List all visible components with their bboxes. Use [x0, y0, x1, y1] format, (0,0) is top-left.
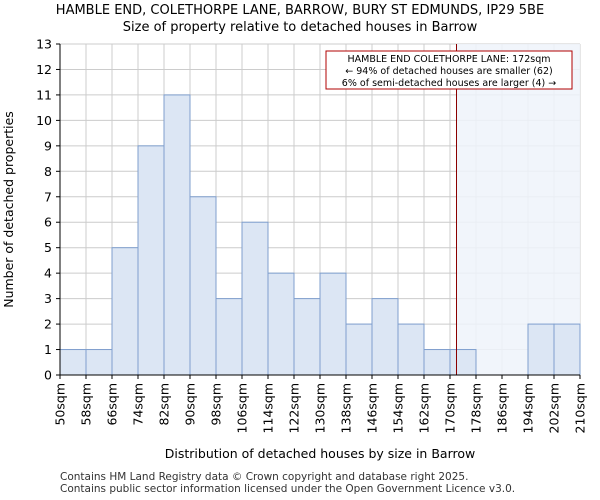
histogram-bar-66sqm	[111, 247, 139, 376]
annotation-line-3: 6% of semi-detached houses are larger (4…	[342, 78, 556, 89]
y-tick-label: 13	[36, 37, 52, 52]
x-tick-label: 138sqm	[339, 383, 354, 433]
histogram-bar-170sqm	[449, 349, 477, 376]
histogram-bar-146sqm	[371, 298, 399, 376]
larger-houses-region	[456, 44, 580, 375]
y-tick-label: 11	[36, 87, 52, 102]
histogram-bar-74sqm	[137, 145, 165, 376]
x-tick-label: 170sqm	[443, 383, 458, 433]
histogram-bar-130sqm	[319, 272, 347, 376]
y-axis-label: Number of detached properties	[1, 111, 16, 308]
annotation-line-1: HAMBLE END COLETHORPE LANE: 172sqm	[347, 54, 550, 65]
histogram-bar-58sqm	[85, 349, 113, 376]
x-tick-label: 202sqm	[547, 383, 562, 433]
x-tick-label: 130sqm	[313, 383, 328, 433]
x-tick-label: 82sqm	[157, 383, 172, 426]
annotation-border	[325, 50, 573, 90]
x-tick-label: 90sqm	[183, 383, 198, 426]
histogram-bar-90sqm	[189, 196, 217, 376]
y-tick-label: 4	[44, 266, 52, 281]
annotation-line-2: ← 94% of detached houses are smaller (62…	[345, 66, 552, 77]
histogram-bar-122sqm	[293, 298, 321, 376]
chart-subtitle: Size of property relative to detached ho…	[122, 20, 478, 35]
histogram-bar-106sqm	[241, 221, 269, 376]
x-tick-label: 210sqm	[573, 383, 588, 433]
x-tick-label: 50sqm	[53, 383, 68, 426]
histogram-bar-50sqm	[59, 349, 87, 376]
y-tick-label: 10	[36, 113, 52, 128]
x-axis-label: Distribution of detached houses by size …	[165, 446, 475, 461]
y-tick-label: 8	[44, 164, 52, 179]
histogram-bar-154sqm	[397, 323, 425, 376]
footer-line-1: Contains HM Land Registry data © Crown c…	[60, 471, 469, 483]
x-tick-label: 74sqm	[131, 383, 146, 426]
y-tick-label: 12	[36, 62, 52, 77]
y-tick-label: 0	[44, 368, 52, 383]
x-tick-label: 194sqm	[521, 383, 536, 433]
histogram-bar-202sqm	[553, 323, 581, 376]
x-tick-label: 146sqm	[365, 383, 380, 433]
y-tick-label: 9	[44, 138, 52, 153]
x-tick-label: 186sqm	[495, 383, 510, 433]
histogram-bar-162sqm	[423, 349, 451, 376]
x-tick-label: 162sqm	[417, 383, 432, 433]
y-tick-label: 2	[44, 317, 52, 332]
y-tick-label: 7	[44, 189, 52, 204]
histogram-bar-194sqm	[527, 323, 555, 376]
chart-title: HAMBLE END, COLETHORPE LANE, BARROW, BUR…	[55, 3, 545, 18]
histogram-bar-114sqm	[267, 272, 295, 376]
histogram-bar-82sqm	[163, 94, 191, 376]
x-tick-label: 178sqm	[469, 383, 484, 433]
x-tick-label: 66sqm	[105, 383, 120, 426]
x-tick-label: 154sqm	[391, 383, 406, 433]
histogram-bar-138sqm	[345, 323, 373, 376]
x-tick-label: 98sqm	[209, 383, 224, 426]
histogram-bar-98sqm	[215, 298, 243, 376]
y-tick-label: 6	[44, 215, 52, 230]
x-tick-label: 106sqm	[235, 383, 250, 433]
y-tick-label: 5	[44, 240, 52, 255]
x-tick-label: 114sqm	[261, 383, 276, 433]
annotation-box: HAMBLE END COLETHORPE LANE: 172sqm ← 94%…	[325, 50, 573, 90]
y-tick-label: 3	[44, 291, 52, 306]
x-tick-label: 58sqm	[79, 383, 94, 426]
footer-line-2: Contains public sector information licen…	[60, 483, 516, 495]
x-tick-label: 122sqm	[287, 383, 302, 433]
y-tick-label: 1	[44, 342, 52, 357]
